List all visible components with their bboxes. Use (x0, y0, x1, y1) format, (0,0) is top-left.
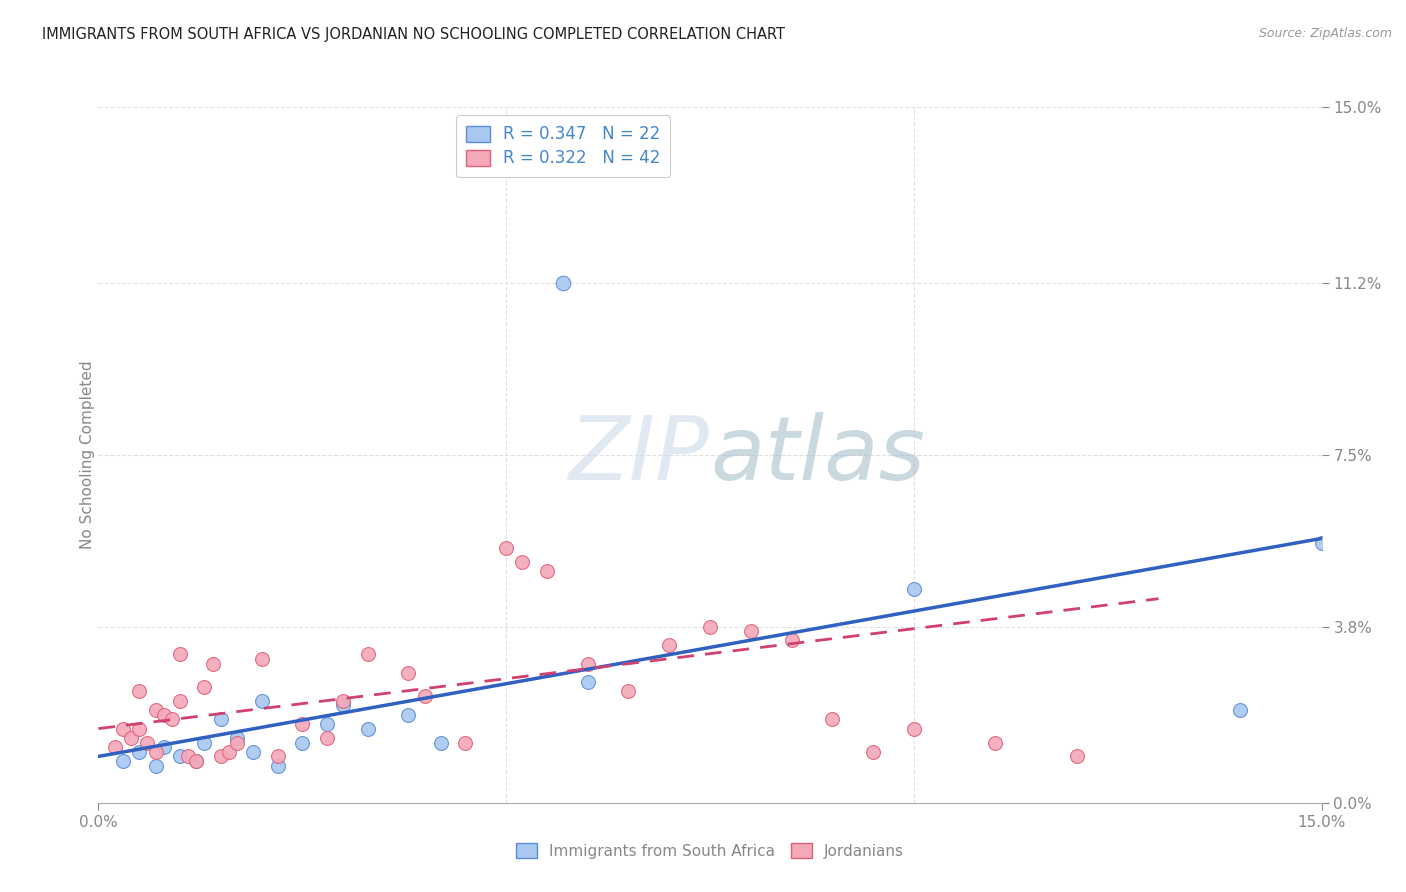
Point (821, 712, 844, 726)
Point (291, 735, 314, 749)
Point (315, 717, 337, 731)
Text: atlas: atlas (710, 412, 925, 498)
Point (250, 652, 273, 666)
Point (658, 638, 681, 652)
Point (169, 694, 191, 708)
Point (267, 758, 290, 772)
Point (332, 698, 354, 713)
Point (152, 707, 174, 722)
Point (145, 758, 167, 772)
Point (396, 665, 419, 680)
Point (177, 749, 200, 764)
Text: IMMIGRANTS FROM SOUTH AFRICA VS JORDANIAN NO SCHOOLING COMPLETED CORRELATION CHA: IMMIGRANTS FROM SOUTH AFRICA VS JORDANIA… (42, 27, 785, 42)
Point (430, 735, 453, 749)
Point (160, 712, 183, 726)
Point (152, 740, 174, 755)
Point (617, 684, 640, 698)
Point (267, 749, 290, 764)
Text: Source: ZipAtlas.com: Source: ZipAtlas.com (1258, 27, 1392, 40)
Point (576, 657, 599, 671)
Point (1310, 536, 1333, 550)
Point (128, 745, 150, 759)
Point (242, 745, 264, 759)
Text: ZIP: ZIP (569, 412, 710, 498)
Point (201, 657, 224, 671)
Point (291, 717, 314, 731)
Legend: Immigrants from South Africa, Jordanians: Immigrants from South Africa, Jordanians (509, 837, 911, 864)
Point (193, 680, 215, 694)
Point (903, 722, 925, 736)
Point (862, 745, 884, 759)
Point (356, 722, 378, 736)
Point (226, 735, 249, 749)
Point (136, 735, 159, 749)
Point (1229, 703, 1251, 717)
Point (740, 624, 762, 639)
Point (218, 745, 240, 759)
Point (111, 722, 134, 736)
Point (356, 648, 378, 662)
Point (169, 749, 191, 764)
Point (128, 684, 150, 698)
Point (984, 735, 1007, 749)
Point (145, 703, 167, 717)
Point (186, 754, 208, 768)
Y-axis label: No Schooling Completed: No Schooling Completed (80, 360, 94, 549)
Point (145, 745, 167, 759)
Point (1066, 749, 1088, 764)
Point (396, 707, 419, 722)
Point (193, 735, 215, 749)
Point (512, 555, 534, 569)
Point (209, 749, 232, 764)
Point (169, 648, 191, 662)
Point (226, 731, 249, 745)
Point (332, 694, 354, 708)
Point (120, 731, 142, 745)
Point (315, 731, 337, 745)
Point (699, 619, 721, 633)
Point (104, 740, 127, 755)
Point (111, 754, 134, 768)
Point (495, 541, 517, 555)
Point (128, 722, 150, 736)
Point (903, 582, 925, 597)
Point (186, 754, 208, 768)
Point (536, 564, 558, 578)
Point (780, 633, 803, 648)
Point (250, 694, 273, 708)
Point (209, 712, 232, 726)
Point (413, 689, 436, 703)
Point (553, 277, 575, 291)
Point (576, 675, 599, 690)
Point (454, 735, 477, 749)
